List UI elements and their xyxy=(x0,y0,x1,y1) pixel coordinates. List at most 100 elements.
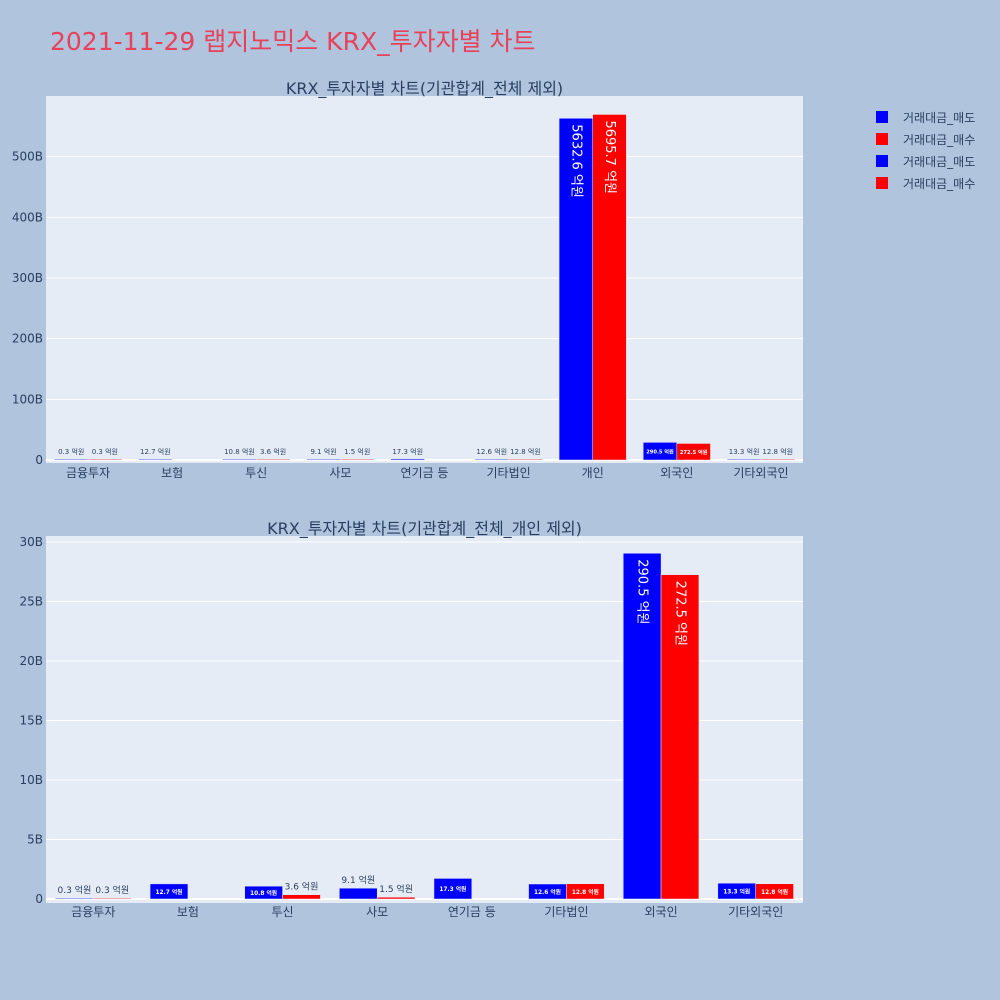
bar xyxy=(727,458,762,461)
x-tick-label: 연기금 등 xyxy=(401,466,449,480)
bar xyxy=(390,458,425,461)
bar xyxy=(138,458,173,461)
y-tick-label: 500B xyxy=(12,150,43,164)
data-label: 1.5 억원 xyxy=(344,447,370,456)
data-label: 5695.7 억원 xyxy=(602,120,617,194)
bar xyxy=(592,114,627,461)
y-tick-label: 0 xyxy=(35,892,43,906)
y-tick-label: 100B xyxy=(12,392,43,406)
legend-swatch xyxy=(876,133,888,145)
data-label: 12.7 억원 xyxy=(140,447,171,456)
bar xyxy=(566,883,605,900)
x-tick-label: 외국인 xyxy=(645,905,678,919)
x-tick-label: 연기금 등 xyxy=(448,905,496,919)
bar xyxy=(93,897,132,900)
data-label: 13.3 억원 xyxy=(729,447,760,456)
legend-swatch xyxy=(876,177,888,189)
legend-swatch xyxy=(876,155,888,167)
data-label: 1.5 억원 xyxy=(379,883,413,895)
y-tick-label: 25B xyxy=(19,594,43,608)
bar xyxy=(474,458,509,461)
data-label: 12.6 억원 xyxy=(476,447,507,456)
data-label: 0.3 억원 xyxy=(58,884,92,896)
data-label: 12.6 억원 xyxy=(534,888,561,896)
data-label: 12.8 억원 xyxy=(761,888,788,896)
y-tick-label: 15B xyxy=(19,713,43,727)
x-tick-label: 투신 xyxy=(245,466,267,480)
data-label: 0.3 억원 xyxy=(58,447,84,456)
data-label: 17.3 억원 xyxy=(439,885,466,893)
y-tick-label: 30B xyxy=(19,535,43,549)
y-tick-label: 200B xyxy=(12,332,43,346)
data-label: 272.5 억원 xyxy=(680,448,708,456)
bar xyxy=(55,897,94,900)
x-tick-label: 개인 xyxy=(582,466,604,480)
bar xyxy=(676,443,711,461)
legend-label: 거래대금_매도 xyxy=(903,154,976,169)
y-tick-label: 300B xyxy=(12,271,43,285)
page-title: 2021-11-29 랩지노믹스 KRX_투자자별 차트 xyxy=(50,27,536,56)
legend-item[interactable]: 거래대금_매수 xyxy=(876,172,975,194)
data-label: 12.8 억원 xyxy=(572,888,599,896)
bar xyxy=(433,878,473,900)
data-label: 17.3 억원 xyxy=(392,447,423,456)
bar xyxy=(508,458,543,461)
bar xyxy=(222,458,257,461)
bar xyxy=(660,574,700,900)
bar xyxy=(306,458,341,461)
legend-item[interactable]: 거래대금_매도 xyxy=(876,106,975,128)
legend-item[interactable]: 거래대금_매수 xyxy=(876,128,975,150)
data-label: 9.1 억원 xyxy=(310,447,336,456)
bar xyxy=(376,896,416,900)
plot-area xyxy=(46,96,803,463)
y-tick-label: 10B xyxy=(19,773,43,787)
y-tick-label: 20B xyxy=(19,654,43,668)
data-label: 10.8 억원 xyxy=(224,447,255,456)
legend-label: 거래대금_매도 xyxy=(903,110,976,125)
data-label: 0.3 억원 xyxy=(95,884,129,896)
bar xyxy=(54,458,89,461)
chart-title: KRX_투자자별 차트(기관합계_전체_개인 제외) xyxy=(267,519,582,539)
y-tick-label: 400B xyxy=(12,210,43,224)
data-label: 5632.6 억원 xyxy=(568,124,583,198)
x-tick-label: 사모 xyxy=(329,466,351,480)
x-tick-label: 금융투자 xyxy=(66,466,110,480)
bar xyxy=(256,458,291,461)
x-tick-label: 보험 xyxy=(177,905,199,919)
x-tick-label: 외국인 xyxy=(660,466,693,480)
y-tick-label: 0 xyxy=(35,453,43,467)
bar xyxy=(244,885,283,900)
data-label: 12.7 억원 xyxy=(155,888,182,896)
data-label: 13.3 억원 xyxy=(723,888,750,896)
bar xyxy=(340,458,375,461)
legend-label: 거래대금_매수 xyxy=(903,132,976,147)
x-tick-label: 금융투자 xyxy=(71,905,115,919)
chart-title: KRX_투자자별 차트(기관합계_전체 제외) xyxy=(286,79,563,99)
bar xyxy=(760,458,795,461)
bar xyxy=(339,887,378,900)
x-tick-label: 기타외국인 xyxy=(733,466,788,480)
x-tick-label: 기타법인 xyxy=(487,466,531,480)
legend-label: 거래대금_매수 xyxy=(903,176,976,191)
data-label: 10.8 억원 xyxy=(250,889,277,897)
x-tick-label: 기타법인 xyxy=(544,905,588,919)
data-label: 12.8 억원 xyxy=(510,447,541,456)
data-label: 12.8 억원 xyxy=(762,447,793,456)
bar xyxy=(622,553,662,900)
data-label: 290.5 억원 xyxy=(635,559,650,624)
x-tick-label: 보험 xyxy=(161,466,183,480)
bar xyxy=(87,458,122,461)
data-label: 3.6 억원 xyxy=(285,881,319,893)
bar xyxy=(282,894,321,900)
y-tick-label: 5B xyxy=(27,832,43,846)
legend-item[interactable]: 거래대금_매도 xyxy=(876,150,975,172)
x-tick-label: 사모 xyxy=(366,905,388,919)
data-label: 290.5 억원 xyxy=(646,448,674,456)
data-label: 3.6 억원 xyxy=(260,447,286,456)
data-label: 272.5 억원 xyxy=(672,581,687,646)
bar xyxy=(755,883,794,900)
data-label: 9.1 억원 xyxy=(341,874,375,886)
data-label: 0.3 억원 xyxy=(92,447,118,456)
legend[interactable]: 거래대금_매도 거래대금_매수 거래대금_매도 거래대금_매수 xyxy=(876,106,975,194)
